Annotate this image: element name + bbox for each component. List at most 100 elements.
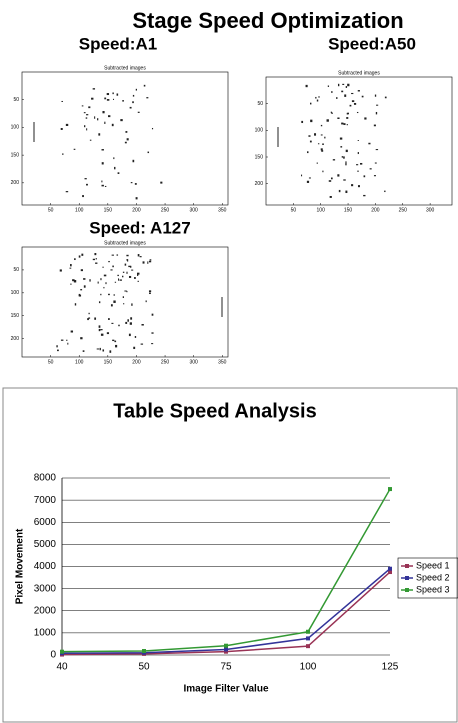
speckle: [301, 121, 303, 123]
image-axes: [22, 247, 228, 357]
speckle: [342, 84, 344, 85]
speckle: [114, 341, 116, 343]
speckle: [98, 282, 99, 284]
point: [306, 630, 310, 634]
speckle: [118, 325, 119, 327]
point: [388, 567, 392, 571]
speckle: [331, 113, 333, 114]
speckle: [336, 97, 337, 99]
speckle: [66, 191, 68, 192]
speckle: [314, 133, 316, 135]
x-tick-label: 250: [399, 207, 408, 213]
speckle: [104, 122, 105, 124]
speckle: [97, 348, 99, 349]
y-tick-label: 50: [257, 101, 263, 107]
speckle: [136, 197, 138, 199]
speckle: [152, 314, 154, 316]
speckle: [115, 282, 116, 283]
speckle: [364, 175, 366, 177]
speckle: [133, 95, 134, 97]
speckle: [125, 322, 127, 324]
speckle: [87, 318, 89, 320]
speckle: [104, 275, 106, 277]
speckle: [69, 268, 71, 269]
y-tick-label: 50: [13, 97, 19, 103]
speckle: [61, 340, 63, 341]
speckle: [110, 269, 112, 270]
speckle: [70, 284, 71, 285]
page-title: Stage Speed Optimization: [132, 8, 403, 33]
speckle: [86, 117, 88, 118]
x-tick-label: 50: [291, 207, 297, 213]
x-tick-label: 250: [161, 207, 170, 213]
speckle: [137, 273, 139, 275]
speckle: [107, 99, 109, 101]
x-tick-label: 200: [132, 207, 141, 213]
speckle: [310, 141, 312, 143]
speckle: [376, 112, 377, 114]
speckle: [99, 329, 101, 331]
y-tick-label: 6000: [34, 517, 57, 528]
y-tick-label: 0: [50, 650, 56, 661]
x-tick-label: 300: [426, 207, 435, 213]
point: [60, 650, 64, 654]
speckle: [358, 140, 359, 141]
speckle: [138, 112, 140, 113]
speckle: [322, 144, 324, 145]
speckle: [112, 266, 114, 268]
speckle: [129, 334, 131, 336]
speckle: [151, 332, 153, 333]
speckle: [113, 300, 115, 302]
speckle: [102, 149, 104, 150]
legend-marker: [405, 576, 409, 580]
speckle: [101, 334, 103, 336]
speckle: [80, 289, 82, 290]
speckle: [131, 270, 133, 271]
x-axis-title: Image Filter Value: [183, 684, 268, 695]
x-tick-label: 200: [132, 359, 141, 365]
speckle: [138, 281, 139, 282]
speckle: [346, 150, 348, 152]
speckle: [127, 319, 129, 321]
speckle: [150, 259, 152, 260]
speckle: [100, 329, 102, 330]
speckle: [112, 92, 113, 94]
legend-label: Speed 2: [416, 572, 450, 582]
speckle: [317, 100, 318, 102]
speckle: [331, 178, 333, 180]
speckle: [375, 95, 376, 97]
speckle: [113, 294, 115, 295]
speckle: [354, 103, 356, 105]
speckle: [85, 178, 87, 179]
speckle: [99, 301, 100, 303]
speckle: [135, 336, 136, 338]
speckle: [102, 162, 104, 164]
speckle: [129, 276, 131, 278]
speckle: [356, 164, 358, 165]
speckle: [337, 174, 339, 176]
speckle: [111, 323, 113, 324]
speckle: [321, 148, 323, 150]
speckle: [94, 253, 96, 255]
y-tick-label: 7000: [34, 495, 57, 506]
x-tick-label: 100: [317, 207, 326, 213]
speckle: [123, 296, 124, 298]
speckle: [374, 175, 376, 176]
speckle: [84, 125, 85, 127]
speckle: [315, 97, 316, 99]
y-tick-label: 150: [255, 154, 264, 160]
speckle: [322, 171, 323, 173]
point: [142, 649, 146, 653]
speckle: [146, 97, 148, 98]
speckle: [143, 261, 145, 263]
speckle: [83, 350, 85, 352]
speckle: [97, 118, 98, 120]
speckle: [117, 254, 119, 255]
speckle: [131, 303, 132, 305]
speckle: [109, 350, 111, 352]
speckle: [350, 105, 352, 107]
speckle: [62, 153, 63, 155]
speckle: [108, 261, 110, 262]
speckle: [107, 93, 109, 95]
y-axis-title: Pixel Movement: [15, 528, 26, 604]
